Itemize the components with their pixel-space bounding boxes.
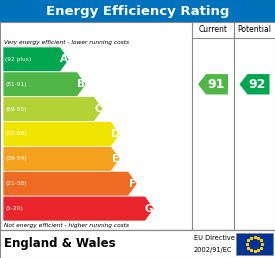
Text: 91: 91: [207, 78, 224, 91]
Text: E: E: [112, 154, 119, 164]
Polygon shape: [3, 122, 120, 147]
Bar: [0, 230, 275, 258]
Text: B: B: [77, 79, 85, 89]
Text: Not energy efficient - higher running costs: Not energy efficient - higher running co…: [4, 223, 129, 228]
Text: 92: 92: [249, 78, 266, 91]
Polygon shape: [3, 47, 69, 72]
Polygon shape: [3, 147, 120, 171]
Text: England & Wales: England & Wales: [4, 238, 115, 251]
Text: A: A: [60, 54, 68, 64]
Text: Current: Current: [199, 26, 227, 35]
Text: EU Directive: EU Directive: [194, 235, 235, 241]
Bar: [236, 233, 273, 255]
Text: Energy Efficiency Rating: Energy Efficiency Rating: [46, 4, 229, 18]
Text: (81-91): (81-91): [5, 82, 26, 87]
Polygon shape: [240, 74, 270, 94]
Text: (92 plus): (92 plus): [5, 57, 31, 62]
Bar: [0, 0, 275, 22]
Text: C: C: [95, 104, 102, 114]
Polygon shape: [3, 196, 154, 221]
Text: (55-68): (55-68): [5, 132, 27, 136]
Text: (21-38): (21-38): [5, 181, 27, 186]
Text: D: D: [111, 129, 119, 139]
Polygon shape: [198, 74, 228, 94]
Text: (69-80): (69-80): [5, 107, 27, 112]
Text: Potential: Potential: [238, 26, 271, 35]
Text: (1-20): (1-20): [5, 206, 23, 211]
Polygon shape: [3, 171, 137, 196]
Text: 2002/91/EC: 2002/91/EC: [194, 247, 232, 253]
Polygon shape: [3, 97, 103, 122]
Text: G: G: [145, 204, 153, 214]
Text: (39-54): (39-54): [5, 156, 27, 161]
Polygon shape: [3, 72, 86, 97]
Text: Very energy efficient - lower running costs: Very energy efficient - lower running co…: [4, 40, 129, 45]
Bar: [0, 22, 275, 230]
Text: F: F: [129, 179, 136, 189]
